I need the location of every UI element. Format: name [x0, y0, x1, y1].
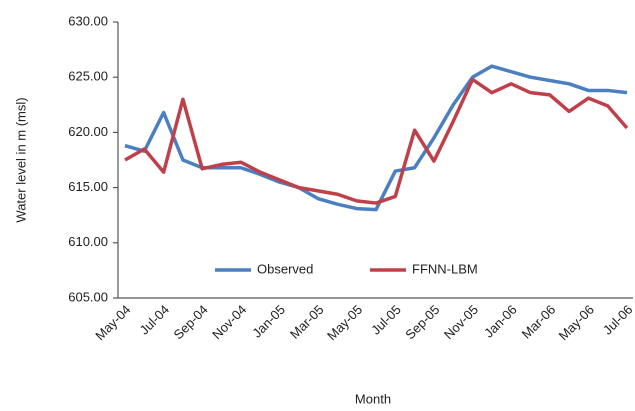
x-tick-label: Sep-05 — [402, 302, 442, 342]
y-tick-label: 630.00 — [68, 13, 108, 28]
x-tick-label: Mar-06 — [519, 302, 559, 342]
legend-label: Observed — [257, 261, 313, 276]
y-tick-label: 610.00 — [68, 234, 108, 249]
y-axis-label: Water level in m (msl) — [13, 97, 28, 222]
series-line — [124, 77, 629, 205]
x-axis-label: Month — [355, 391, 391, 406]
y-tick-label: 605.00 — [68, 289, 108, 304]
x-tick-label: May-05 — [324, 302, 365, 343]
x-tick-label: Mar-05 — [287, 302, 327, 342]
y-tick-label: 620.00 — [68, 124, 108, 139]
y-tick-label: 615.00 — [68, 179, 108, 194]
x-tick-label: Nov-05 — [441, 302, 481, 342]
series-line — [124, 64, 628, 212]
x-tick-label: Jul-06 — [600, 302, 635, 338]
x-tick-label: Jul-04 — [137, 302, 173, 338]
x-tick-label: May-04 — [92, 302, 133, 343]
legend-label: FFNN-LBM — [412, 261, 478, 276]
y-tick-label: 625.00 — [68, 69, 108, 84]
x-tick-label: Nov-04 — [209, 302, 249, 342]
x-tick-label: Jan-06 — [481, 302, 520, 341]
x-tick-label: Sep-04 — [171, 302, 211, 342]
x-tick-label: Jul-05 — [368, 302, 404, 338]
x-tick-label: May-06 — [556, 302, 597, 343]
x-tick-label: Jan-05 — [249, 302, 288, 341]
